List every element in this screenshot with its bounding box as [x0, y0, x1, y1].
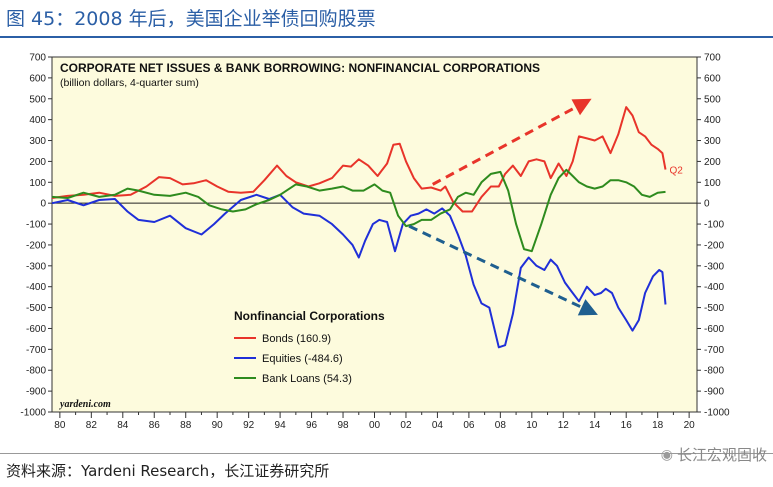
y-tick-label-left: -1000 — [20, 408, 46, 419]
y-tick-label-right: 0 — [704, 199, 710, 210]
y-tick-label-right: 700 — [704, 53, 721, 64]
legend-title: Nonfinancial Corporations — [234, 309, 385, 323]
y-tick-label-left: -700 — [26, 345, 46, 356]
watermark-text: 长江宏观固收 — [676, 446, 767, 464]
y-tick-label-left: 700 — [29, 53, 46, 64]
y-tick-label-left: -600 — [26, 324, 46, 335]
x-tick-label: 80 — [54, 420, 66, 431]
footer-rule — [0, 453, 773, 454]
chart-credit: yardeni.com — [59, 399, 111, 410]
y-tick-label-left: -900 — [26, 387, 46, 398]
y-tick-label-right: -800 — [704, 366, 724, 377]
x-tick-label: 08 — [495, 420, 507, 431]
legend-label-equities: Equities (-484.6) — [262, 353, 343, 365]
chart-subtitle: (billion dollars, 4-quarter sum) — [60, 77, 199, 89]
y-tick-label-right: 300 — [704, 136, 721, 147]
wechat-icon: ◉ — [660, 446, 673, 463]
x-tick-label: 82 — [86, 420, 98, 431]
y-tick-label-right: 600 — [704, 73, 721, 84]
x-tick-label: 12 — [558, 420, 570, 431]
q2-end-label: Q2 — [670, 166, 684, 177]
x-tick-label: 94 — [275, 420, 287, 431]
chart-title: CORPORATE NET ISSUES & BANK BORROWING: N… — [60, 61, 540, 75]
trend-arrow-line-2 — [408, 224, 583, 309]
x-tick-label: 16 — [621, 420, 633, 431]
x-tick-label: 10 — [526, 420, 538, 431]
figure-title: 图 45：2008 年后，美国企业举债回购股票 — [6, 8, 376, 30]
y-tick-label-left: 600 — [29, 73, 46, 84]
y-tick-label-right: -300 — [704, 261, 724, 272]
x-tick-label: 88 — [180, 420, 192, 431]
x-tick-label: 06 — [463, 420, 475, 431]
y-tick-label-left: -800 — [26, 366, 46, 377]
x-tick-label: 00 — [369, 420, 381, 431]
watermark: ◉ 长江宏观固收 — [661, 444, 767, 465]
trend-arrowhead-2 — [577, 299, 598, 316]
x-tick-label: 14 — [589, 420, 601, 431]
y-tick-label-right: -600 — [704, 324, 724, 335]
y-tick-label-left: 500 — [29, 94, 46, 105]
y-tick-label-right: -900 — [704, 387, 724, 398]
y-tick-label-right: 200 — [704, 157, 721, 168]
y-tick-label-left: -200 — [26, 240, 46, 251]
y-tick-label-right: 400 — [704, 115, 721, 126]
legend-label-bank-loans: Bank Loans (54.3) — [262, 373, 352, 385]
trend-arrow-line-1 — [431, 105, 577, 186]
y-tick-label-right: -400 — [704, 282, 724, 293]
y-tick-label-left: 300 — [29, 136, 46, 147]
plot-area — [51, 56, 698, 413]
x-tick-label: 98 — [337, 420, 349, 431]
y-tick-label-right: 500 — [704, 94, 721, 105]
x-tick-label: 90 — [212, 420, 224, 431]
x-tick-label: 92 — [243, 420, 255, 431]
y-tick-label-right: 100 — [704, 178, 721, 189]
source-note: 资料来源：Yardeni Research，长江证券研究所 — [6, 462, 330, 480]
y-tick-label-left: 400 — [29, 115, 46, 126]
x-tick-label: 96 — [306, 420, 318, 431]
y-tick-label-right: -100 — [704, 220, 724, 231]
title-underline — [0, 36, 773, 38]
x-tick-label: 20 — [684, 420, 696, 431]
legend-label-bonds: Bonds (160.9) — [262, 333, 331, 345]
y-tick-label-left: 100 — [29, 178, 46, 189]
x-tick-label: 18 — [652, 420, 664, 431]
x-tick-label: 04 — [432, 420, 444, 431]
x-tick-label: 86 — [149, 420, 161, 431]
series-line-bank-loans — [51, 168, 666, 253]
trend-arrowhead-1 — [571, 98, 592, 116]
y-tick-label-right: -200 — [704, 240, 724, 251]
y-tick-label-right: -500 — [704, 303, 724, 314]
x-tick-label: 02 — [400, 420, 412, 431]
y-tick-label-left: -300 — [26, 261, 46, 272]
y-tick-label-right: -700 — [704, 345, 724, 356]
series-line-equities — [51, 193, 667, 349]
x-tick-label: 84 — [117, 420, 129, 431]
y-tick-label-left: -500 — [26, 303, 46, 314]
y-tick-label-left: 0 — [40, 199, 46, 210]
y-tick-label-right: -1000 — [704, 408, 730, 419]
y-tick-label-left: -100 — [26, 220, 46, 231]
series-line-bonds — [51, 106, 667, 213]
y-tick-label-left: -400 — [26, 282, 46, 293]
y-tick-label-left: 200 — [29, 157, 46, 168]
